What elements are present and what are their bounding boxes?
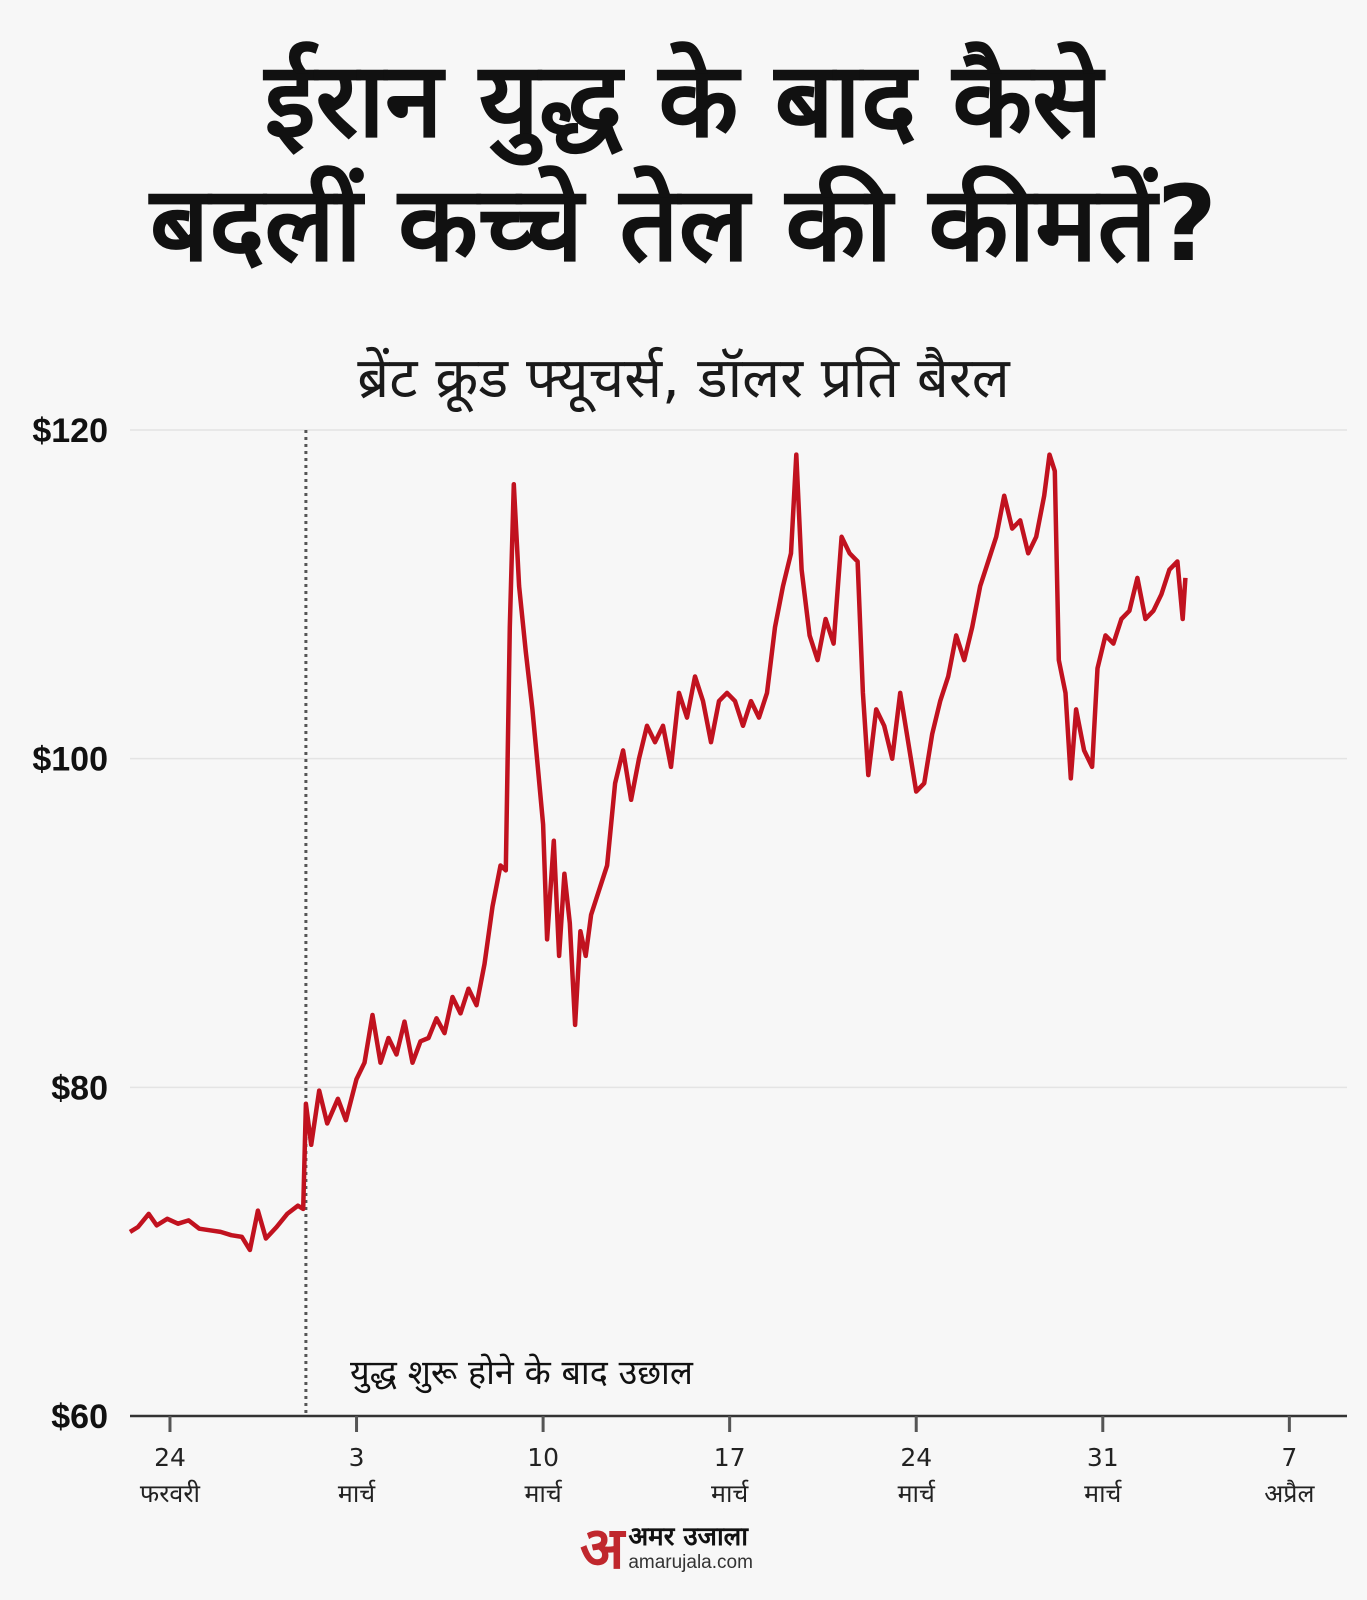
chart-subtitle: ब्रेंट क्रूड फ्यूचर्स, डॉलर प्रति बैरल: [357, 346, 1010, 411]
brand-name-en: amarujala.com: [628, 1552, 753, 1573]
x-tick-label: मार्च: [1084, 1479, 1122, 1508]
title-line-2: बदलीं कच्चे तेल की कीमतें?: [149, 163, 1218, 285]
x-tick-label: मार्च: [524, 1479, 562, 1508]
event-annotation: युद्ध शुरू होने के बाद उछाल: [350, 1353, 694, 1394]
x-tick-label: 31: [1087, 1443, 1119, 1472]
y-tick-label: $120: [32, 412, 108, 450]
x-tick-label: 7: [1281, 1443, 1297, 1472]
x-tick-label: मार्च: [338, 1479, 376, 1508]
y-tick-label: $100: [32, 741, 108, 779]
x-tick-label: 10: [527, 1443, 559, 1472]
x-tick-label: 3: [349, 1443, 365, 1472]
x-tick-label: मार्च: [898, 1479, 936, 1508]
brand-mark: अ: [580, 1514, 625, 1582]
x-axis-ticks: 24 फरवरी 3 मार्च 10 मार्च 17 मार्च 24 मार्च 31 मार्…: [140, 1416, 1316, 1508]
y-axis: $60 $80 $100 $120: [32, 412, 108, 1436]
series-line: [128, 452, 1188, 1253]
x-tick-label: 17: [714, 1443, 746, 1472]
x-tick-label: 24: [900, 1443, 932, 1472]
title-line-1: ईरान युद्ध के बाद कैसे: [264, 39, 1103, 161]
y-tick-label: $80: [51, 1069, 108, 1107]
gridlines: [130, 429, 1347, 1089]
brand-name-hi: अमर उजाला: [628, 1522, 749, 1552]
x-tick-label: 24: [154, 1443, 186, 1472]
x-tick-label: फरवरी: [140, 1479, 201, 1508]
chart-title: ईरान युद्ध के बाद कैसे बदलीं कच्चे तेल क…: [0, 38, 1367, 286]
x-tick-label: अप्रैल: [1264, 1479, 1315, 1508]
y-tick-label: $60: [51, 1398, 108, 1436]
brand-logo: अ अमर उजाला amarujala.com: [580, 1516, 753, 1580]
x-tick-label: मार्च: [711, 1479, 749, 1508]
